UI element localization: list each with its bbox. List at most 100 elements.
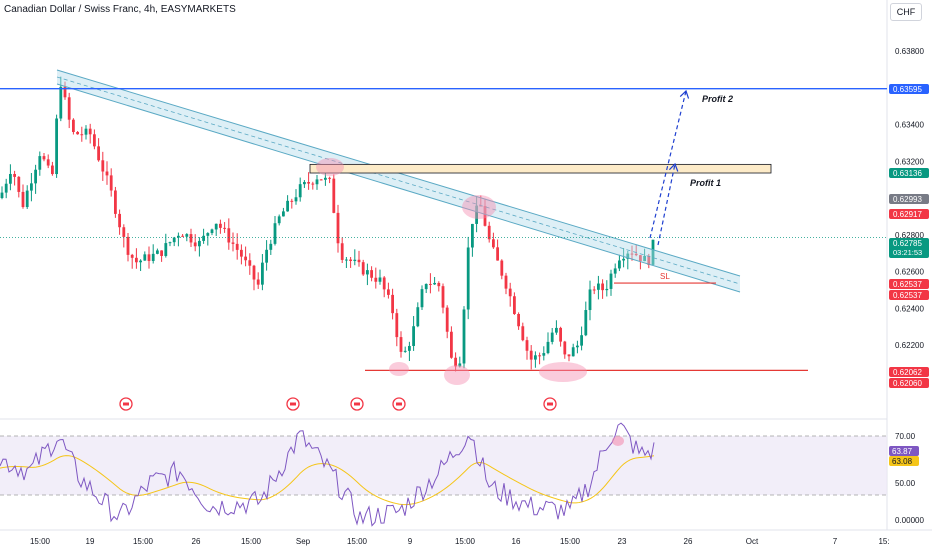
price-tag-box	[889, 378, 929, 388]
currency-selector[interactable]: CHF	[890, 3, 922, 21]
rsi-value-tag	[889, 456, 919, 466]
profit2-label: Profit 2	[702, 94, 733, 104]
candle-body	[504, 275, 508, 289]
candle	[517, 312, 520, 330]
candle	[114, 186, 117, 218]
candle-body	[9, 173, 12, 184]
candle	[231, 232, 235, 252]
candle-body	[172, 237, 176, 243]
candle-body	[261, 262, 264, 285]
candle	[420, 285, 424, 310]
time-tick-label: 15:00	[30, 537, 51, 546]
candle-body	[387, 289, 390, 295]
candle-body	[613, 268, 617, 274]
candle-body	[4, 183, 8, 193]
candle-body	[93, 134, 96, 147]
candle	[181, 233, 184, 237]
candle	[500, 259, 504, 280]
candle-body	[395, 313, 399, 338]
candle-body	[601, 283, 604, 291]
candle-body	[366, 270, 369, 275]
candle	[483, 199, 487, 227]
candle-body	[126, 236, 130, 255]
candle	[529, 345, 533, 370]
candle	[42, 153, 46, 162]
candle	[550, 327, 554, 345]
candle-body	[437, 282, 441, 287]
candle	[84, 125, 88, 140]
candle	[475, 196, 478, 233]
candle	[336, 204, 340, 253]
candle-body	[538, 355, 541, 357]
candle	[156, 248, 159, 255]
rsi-band	[0, 436, 887, 495]
candle-body	[399, 337, 403, 352]
event-marker-bar	[354, 402, 360, 406]
candle-body	[609, 273, 613, 289]
candle	[198, 237, 201, 257]
candle-body	[101, 160, 105, 172]
event-marker-bar	[396, 402, 402, 406]
candle	[462, 306, 466, 369]
candle	[366, 263, 369, 286]
candle	[571, 343, 575, 357]
candle-body	[479, 205, 483, 207]
candle-body	[109, 175, 113, 191]
candle	[269, 239, 273, 255]
candle-body	[193, 242, 197, 247]
candle-body	[114, 190, 117, 214]
time-tick-label: 23	[618, 537, 627, 546]
highlight-ellipse	[316, 158, 344, 176]
candle	[605, 280, 609, 297]
candles	[0, 76, 655, 372]
profit2-arrow-head	[679, 89, 690, 99]
candle	[63, 81, 67, 100]
time-tick-label: Sep	[296, 537, 311, 546]
candle-body	[500, 260, 504, 276]
candle	[353, 249, 357, 266]
time-tick-label: 26	[192, 537, 201, 546]
price-tag-box	[889, 84, 929, 94]
candle	[408, 341, 411, 362]
time-tick-label: 9	[408, 537, 413, 546]
candle-body	[30, 183, 33, 191]
candle-body	[168, 242, 172, 244]
candle-body	[231, 242, 235, 244]
candle	[643, 248, 646, 262]
candle-body	[248, 260, 252, 266]
candle-body	[630, 253, 634, 255]
candle-body	[639, 255, 642, 262]
price-tag-value: 0.62060	[893, 379, 922, 388]
candle-body	[21, 191, 25, 208]
candle	[76, 131, 79, 135]
rsi-tick-label: 70.00	[895, 432, 916, 441]
candle-body	[391, 294, 394, 314]
candle	[298, 177, 302, 202]
candle-body	[450, 331, 453, 358]
candle	[172, 236, 176, 247]
candle-body	[517, 314, 520, 327]
time-tick-label: 15:00	[560, 537, 581, 546]
highlight-ellipse	[539, 362, 587, 382]
candle	[105, 161, 109, 185]
candle	[315, 174, 319, 190]
candle	[210, 228, 214, 236]
candle	[634, 244, 638, 257]
candle	[122, 224, 126, 248]
candle	[466, 236, 470, 320]
rsi-tick-label: 50.00	[895, 479, 916, 488]
candle	[88, 123, 92, 144]
candle	[25, 185, 29, 209]
candle	[67, 92, 71, 129]
candle	[450, 326, 453, 359]
candle-body	[38, 156, 42, 170]
candle-body	[546, 341, 550, 354]
candle-body	[219, 223, 222, 228]
candle	[109, 168, 113, 197]
candle	[244, 246, 247, 267]
candle-body	[361, 262, 365, 275]
price-tag-countdown: 03:21:53	[893, 248, 922, 257]
candle	[626, 250, 630, 270]
candle	[588, 280, 592, 321]
